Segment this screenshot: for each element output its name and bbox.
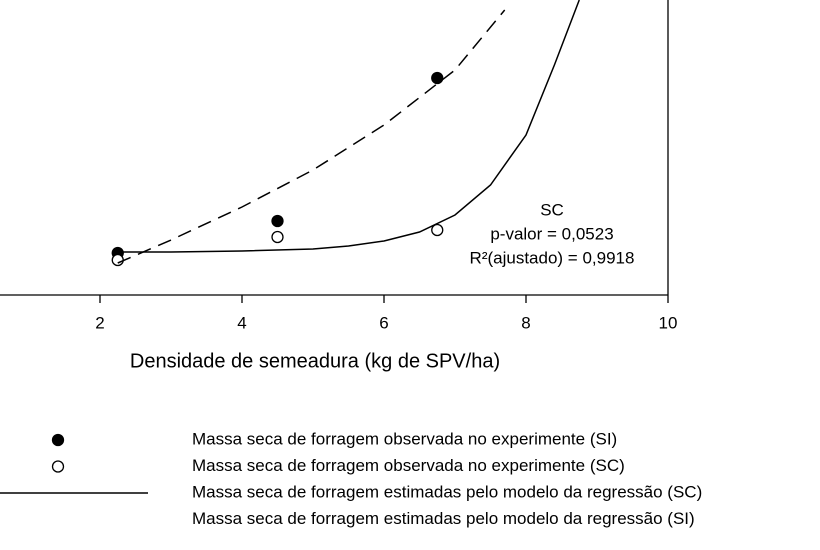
legend-marker [51, 460, 65, 473]
x-axis-label: Densidade de semeadura (kg de SPV/ha) [130, 350, 500, 372]
legend-label: Massa seca de forragem observada no expe… [192, 429, 617, 448]
x-tick-label: 4 [237, 313, 246, 332]
regression-line [117, 9, 506, 264]
annotation: R²(ajustado) = 0,9918 [470, 248, 635, 267]
legend-marker [51, 433, 65, 447]
regression-line [117, 0, 580, 253]
data-point [111, 253, 124, 267]
legend-label: Massa seca de forragem observada no expe… [192, 456, 625, 475]
annotation: SC [540, 200, 564, 219]
x-tick-label: 8 [521, 313, 530, 332]
legend-label: Massa seca de forragem estimadas pelo mo… [192, 482, 702, 501]
legend-label: Massa seca de forragem estimadas pelo mo… [192, 509, 695, 528]
data-point [271, 230, 284, 244]
x-tick-label: 10 [659, 313, 678, 332]
data-point [431, 71, 444, 85]
data-point [431, 223, 444, 237]
annotation: p-valor = 0,0523 [490, 224, 613, 243]
x-tick-label: 2 [95, 313, 104, 332]
x-tick-label: 6 [379, 313, 388, 332]
data-point [271, 214, 284, 228]
